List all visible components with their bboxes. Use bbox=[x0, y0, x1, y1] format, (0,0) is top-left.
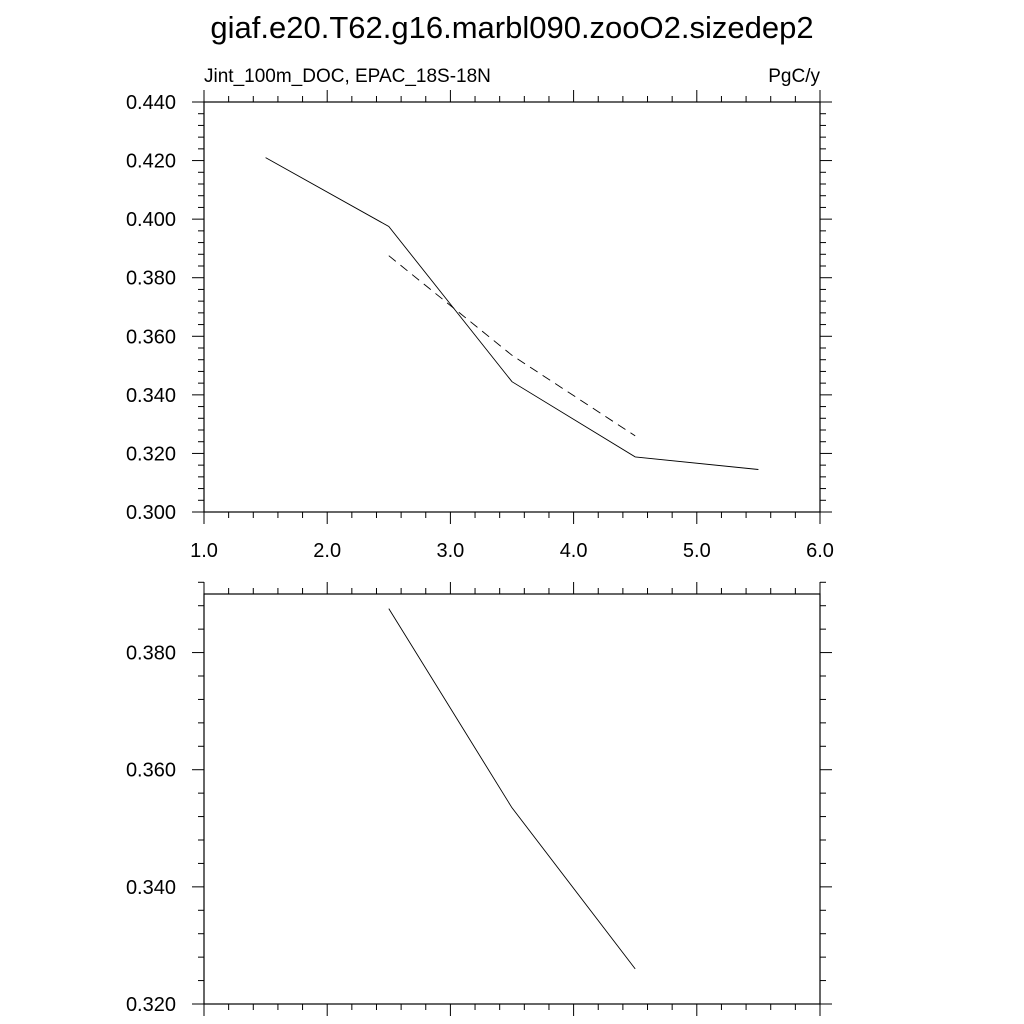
bottom-y-tick-label: 0.320 bbox=[126, 994, 176, 1016]
top-x-tick-label: 4.0 bbox=[560, 540, 588, 562]
top-y-tick-label: 0.420 bbox=[126, 151, 176, 173]
chart-title: giaf.e20.T62.g16.marbl090.zooO2.sizedep2 bbox=[210, 10, 813, 45]
bottom-panel: 0.320 0.340 0.360 0.380 bbox=[126, 581, 832, 1016]
top-plot-frame bbox=[203, 101, 821, 513]
top-x-tick-label: 1.0 bbox=[190, 540, 218, 562]
top-x-tick-label: 2.0 bbox=[313, 540, 341, 562]
top-y-tick-label: 0.300 bbox=[126, 502, 176, 524]
top-y-tick-label: 0.360 bbox=[126, 326, 176, 348]
top-series-solid-line bbox=[265, 157, 759, 470]
top-x-tick-label: 5.0 bbox=[683, 540, 711, 562]
bottom-series-solid-line bbox=[388, 608, 636, 970]
top-y-tick-label: 0.340 bbox=[126, 385, 176, 407]
bottom-y-tick-label: 0.340 bbox=[126, 877, 176, 899]
top-y-tick-label: 0.320 bbox=[126, 443, 176, 465]
bottom-y-tick-label: 0.360 bbox=[126, 760, 176, 782]
bottom-y-tick-label: 0.380 bbox=[126, 643, 176, 665]
top-series-dashed-line bbox=[388, 255, 636, 437]
top-y-tick-label: 0.440 bbox=[126, 92, 176, 114]
top-y-tick-label: 0.380 bbox=[126, 268, 176, 290]
top-x-tick-label: 6.0 bbox=[806, 540, 834, 562]
top-panel-subtitle-left: Jint_100m_DOC, EPAC_18S-18N bbox=[204, 66, 491, 87]
top-y-tick-label: 0.400 bbox=[126, 209, 176, 231]
top-panel: Jint_100m_DOC, EPAC_18S-18N PgC/y 1.0 2.0… bbox=[126, 66, 834, 562]
bottom-plot-frame bbox=[203, 593, 821, 1005]
top-x-tick-label: 3.0 bbox=[436, 540, 464, 562]
top-panel-subtitle-right: PgC/y bbox=[768, 66, 820, 87]
